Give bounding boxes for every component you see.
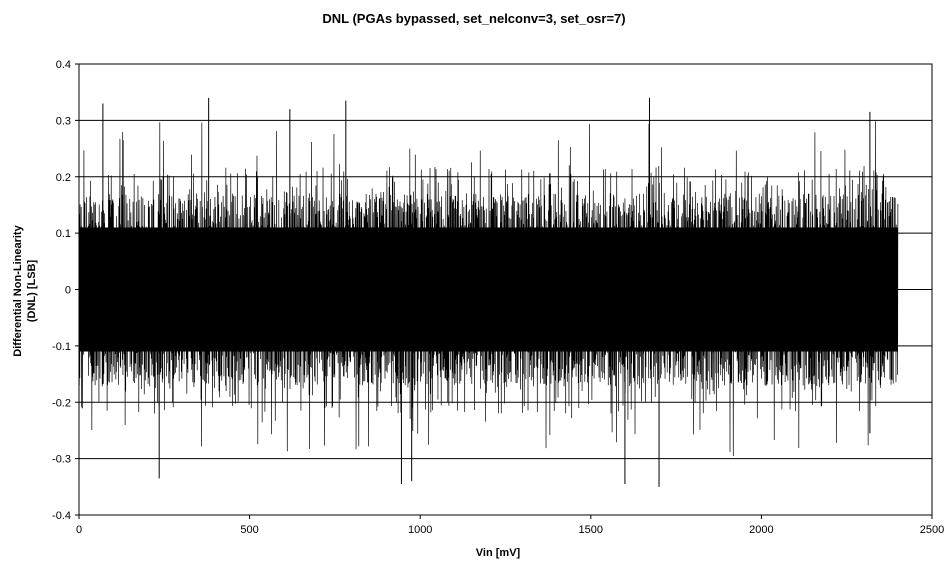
x-tick-label: 0 [76, 524, 82, 536]
y-tick-label: -0.3 [52, 454, 71, 466]
x-tick-label: 1500 [579, 524, 603, 536]
x-tick-label: 500 [240, 524, 258, 536]
y-tick-label: 0.4 [56, 59, 71, 71]
dnl-peaks [102, 97, 871, 487]
y-tick-label: -0.2 [52, 397, 71, 409]
y-tick-label: 0.1 [56, 228, 71, 240]
y-tick-label: -0.1 [52, 341, 71, 353]
x-tick-label: 2000 [749, 524, 773, 536]
x-tick-label: 1000 [408, 524, 432, 536]
dnl-dense-band [79, 227, 898, 352]
y-tick-label: 0.2 [56, 172, 71, 184]
x-axis-title: Vin [mV] [476, 547, 521, 559]
chart-title: DNL (PGAs bypassed, set_nelconv=3, set_o… [322, 11, 625, 26]
y-tick-label: 0.3 [56, 115, 71, 127]
x-axis-ticks: 0 500 1000 1500 2000 2500 [76, 515, 944, 536]
x-tick-label: 2500 [920, 524, 944, 536]
y-tick-label: 0 [65, 285, 71, 297]
y-axis-ticks: 0.4 0.3 0.2 0.1 0 -0.1 -0.2 -0.3 -0.4 [52, 59, 79, 522]
y-axis-title-line-1: Differential Non-Linearity [12, 224, 24, 356]
dnl-series [78, 121, 899, 457]
y-tick-label: -0.4 [52, 510, 71, 522]
y-axis-title: Differential Non-Linearity (DNL) [LSB] [12, 224, 38, 356]
y-axis-title-line-2: (DNL) [LSB] [26, 260, 38, 323]
